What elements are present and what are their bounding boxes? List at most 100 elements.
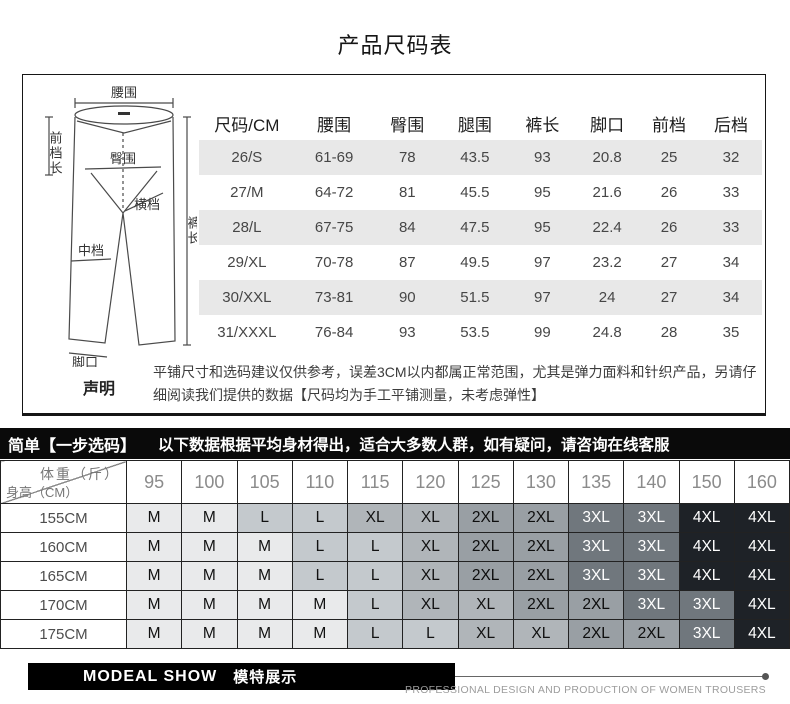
fit-chart-size-cell: 2XL [512,590,570,620]
fit-chart-size-cell: 3XL [567,561,625,591]
size-chart-row: 29/XL 70-78 87 49.5 97 23.2 27 34 [199,245,762,280]
size-chart-cell: 33 [722,219,740,236]
fit-chart-height-header: 170CM [0,590,127,620]
size-spec-box: 腰围 前档长 臀围 横档 中档 裤长 脚口 [22,74,766,416]
fit-chart-size-cell: 4XL [733,619,790,649]
fit-chart-weight-header: 150 [678,460,735,504]
fit-chart-size-cell: M [181,503,238,533]
fit-chart-size-cell: M [181,590,238,620]
fit-chart-size-cell: XL [402,561,459,591]
fit-chart-size-cell: 2XL [567,590,625,620]
fit-chart-weight-header: 100 [181,460,238,504]
size-chart-cell: 33 [722,184,740,201]
size-chart-cell: 22.4 [592,219,622,236]
size-chart-cell: 97 [534,254,551,271]
size-chart-cell: 47.5 [460,219,490,236]
fit-chart-size-cell: 3XL [678,619,735,649]
pants-measurement-diagram: 腰围 前档长 臀围 横档 中档 裤长 脚口 [45,85,198,367]
corner-weight-label: 体重（斤） [40,466,120,482]
fit-chart-weight-header: 115 [346,460,404,504]
size-chart-row: 30/XXL 73-81 90 51.5 97 24 27 34 [199,280,762,315]
size-chart-cell: 61-69 [314,149,354,166]
size-chart-table: 尺码/CM 腰围 臀围 腿围 裤长 脚口 前档 后档 26/S 61-69 78 43.5 93 20.… [199,107,762,350]
fit-chart-size-cell: M [236,619,293,649]
size-chart-cell: 21.6 [592,184,622,201]
size-chart-cell: 78 [398,149,416,166]
size-chart-cell: 87 [398,254,416,271]
corner-height-label: 身高（CM） [6,485,79,500]
fit-chart-size-cell: L [291,532,349,562]
fit-chart-height-header: 155CM [0,503,127,533]
size-chart-column-header: 臀围 [390,116,425,135]
label-waist: 腰围 [111,85,137,100]
size-chart-cell: 93 [534,149,551,166]
label-length: 裤长 [186,216,198,246]
size-chart-row: 26/S 61-69 78 43.5 93 20.8 25 32 [199,140,762,175]
fit-chart-size-cell: 4XL [678,532,735,562]
fit-chart-weight-header: 140 [623,460,680,504]
fit-chart-row: 175CM M M M M L L XL XL 2XL 2XL 3XL 4XL [0,619,790,649]
size-chart-cell: 73-81 [314,289,354,306]
size-chart-column-header: 尺码/CM [214,116,280,135]
size-chart-cell: 32 [722,149,740,166]
size-chart-cell: 34 [722,254,740,271]
fit-chart-size-cell: 2XL [623,619,680,649]
label-cross: 横档 [134,197,160,212]
size-chart-cell: 34 [722,289,740,306]
fit-chart-size-cell: L [291,561,349,591]
size-chart-cell: 90 [398,289,416,306]
size-chart-column-header: 后档 [714,116,748,135]
size-chart-row: 31/XXXL 76-84 93 53.5 99 24.8 28 35 [199,315,762,350]
size-chart-cell: 27 [660,254,678,271]
size-chart-row: 27/M 64-72 81 45.5 95 21.6 26 33 [199,175,762,210]
fit-chart-size-cell: M [236,561,293,591]
page-title: 产品尺码表 [337,33,453,58]
size-chart-cell: 31/XXXL [217,324,277,341]
fit-chart-height-header: 160CM [0,532,127,562]
label-hem: 脚口 [72,355,98,367]
fit-chart-size-cell: M [236,532,293,562]
size-chart-header: 尺码/CM 腰围 臀围 腿围 裤长 脚口 前档 后档 [199,107,762,140]
fit-chart-height-header: 165CM [0,561,127,591]
fit-chart-size-cell: 4XL [678,561,735,591]
label-front-rise: 前档长 [48,130,63,176]
size-chart-cell: 29/XL [227,254,267,271]
size-chart-cell: 99 [534,324,551,341]
size-chart-cell: 28 [660,324,678,341]
fit-chart-weight-header: 95 [125,460,183,504]
fit-chart-size-cell: 3XL [567,503,625,533]
fit-chart-size-cell: 2XL [512,532,570,562]
size-chart-column-header: 腰围 [317,116,352,135]
fit-chart-size-cell: 4XL [733,590,790,620]
fit-chart-size-cell: 2XL [457,532,514,562]
banner-text: 以下数据根据平均身材得出，适合大多数人群，如有疑问，请咨询在线客服 [158,436,670,454]
fit-chart-weight-header: 130 [512,460,570,504]
fit-chart-size-cell: L [346,532,404,562]
size-chart-cell: 70-78 [314,254,354,271]
fit-chart-size-cell: L [346,590,404,620]
fit-chart-height-header: 175CM [0,619,127,649]
fit-chart-weight-header: 120 [402,460,459,504]
fit-chart-size-cell: XL [457,590,514,620]
size-chart-column-header: 脚口 [590,116,625,135]
size-chart-cell: 24 [598,289,616,306]
fit-chart-size-cell: M [125,619,183,649]
fit-chart-size-cell: M [125,532,183,562]
fit-chart-size-cell: M [181,619,238,649]
fit-chart-header-row: 体重（斤） 身高（CM） 95 100 105 110 115 120 125 130 135 140… [0,460,790,504]
fit-chart-size-cell: 4XL [733,561,790,591]
fit-chart-size-cell: 4XL [678,503,735,533]
size-chart-cell: 35 [722,324,740,341]
fit-chart-size-cell: 3XL [623,503,680,533]
size-chart-cell: 43.5 [460,149,490,166]
size-chart-cell: 97 [534,289,551,306]
size-chart-row: 28/L 67-75 84 47.5 95 22.4 26 33 [199,210,762,245]
size-chart-column-header: 前档 [652,116,687,135]
fit-chart-size-cell: 2XL [457,561,514,591]
fit-chart-size-cell: M [291,590,349,620]
fit-chart-size-cell: 2XL [512,503,570,533]
size-chart-cell: 45.5 [460,184,490,201]
size-chart-cell: 95 [534,219,551,236]
statement-text: 平铺尺寸和选码建议仅供参考，误差3CM以内都属正常范围，尤其是弹力面料和针织产品… [153,363,757,403]
fit-chart-size-cell: L [236,503,293,533]
